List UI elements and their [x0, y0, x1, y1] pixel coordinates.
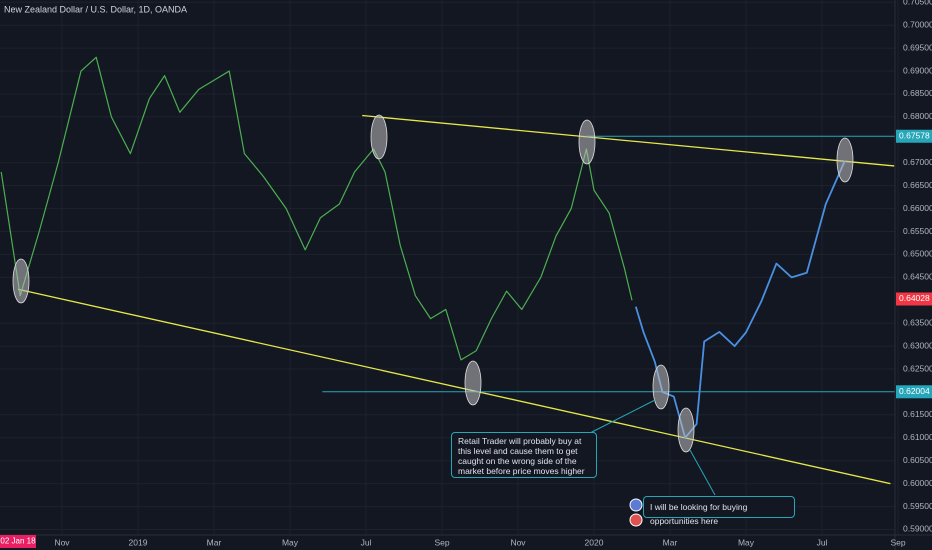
grid: [0, 0, 899, 535]
y-tick-label: 0.63500: [903, 317, 932, 327]
y-tick-label: 0.59500: [903, 501, 932, 511]
callouts: [589, 399, 716, 496]
y-tick-label: 0.68500: [903, 88, 932, 98]
x-tick-label: May: [738, 537, 755, 547]
avatar: [629, 513, 643, 527]
last-price-label: 0.64028: [899, 293, 930, 303]
level-label-box: [896, 129, 932, 143]
marker: [464, 360, 482, 406]
last-price-box: [896, 292, 932, 306]
y-tick-label: 0.68000: [903, 111, 932, 121]
x-tick-label: May: [282, 537, 299, 547]
marker: [652, 364, 670, 410]
avatar: [629, 498, 643, 512]
y-tick-label: 0.61000: [903, 432, 932, 442]
marker: [836, 137, 854, 183]
annotation: I will be looking for buying opportuniti…: [643, 496, 795, 526]
markers: [12, 114, 854, 453]
y-tick-label: 0.70000: [903, 19, 932, 29]
annotation: Retail Trader will probably buy at this …: [451, 432, 597, 478]
y-tick-label: 0.70500: [903, 0, 932, 7]
x-tick-label: 2019: [129, 537, 148, 547]
chart-title: New Zealand Dollar / U.S. Dollar, 1D, OA…: [4, 4, 187, 14]
marker: [370, 114, 388, 160]
marker: [677, 407, 695, 453]
x-tick-label: Mar: [663, 537, 678, 547]
marker: [12, 258, 30, 304]
plot: [0, 56, 895, 485]
axes: 0.59000 0.59500 0.60000 0.60500 0.61000 0.615…: [54, 0, 932, 547]
x-tick-label: Sep: [890, 537, 905, 547]
x-tick-label: Jul: [361, 537, 372, 547]
x-tick-label: Nov: [54, 537, 70, 547]
cursor-date: 02 Jan 18: [0, 537, 36, 546]
y-tick-label: 0.66500: [903, 180, 932, 190]
x-tick-label: Mar: [207, 537, 222, 547]
y-tick-label: 0.66000: [903, 203, 932, 213]
price-line: [0, 56, 633, 361]
y-tick-label: 0.60000: [903, 478, 932, 488]
y-tick-label: 0.67000: [903, 157, 932, 167]
price-line: [17, 288, 891, 485]
y-tick-label: 0.63000: [903, 340, 932, 350]
y-tick-label: 0.62500: [903, 363, 932, 373]
x-tick-label: 2020: [585, 537, 604, 547]
y-tick-label: 0.61500: [903, 409, 932, 419]
x-tick-label: Nov: [510, 537, 526, 547]
callout-pointer: [589, 399, 656, 434]
callout-pointer: [689, 449, 716, 496]
avatars: [629, 498, 643, 527]
x-tick-label: Sep: [434, 537, 449, 547]
level-label-box: [896, 385, 932, 399]
y-tick-label: 0.65000: [903, 249, 932, 259]
y-tick-label: 0.60500: [903, 455, 932, 465]
x-tick-label: Jul: [817, 537, 828, 547]
level-label: 0.62004: [899, 386, 930, 396]
marker: [578, 119, 596, 165]
y-tick-label: 0.59000: [903, 524, 932, 534]
y-tick-label: 0.64500: [903, 272, 932, 282]
y-tick-label: 0.65500: [903, 226, 932, 236]
level-label: 0.67578: [899, 130, 930, 140]
y-tick-label: 0.69500: [903, 42, 932, 52]
cursor-date-box: [0, 535, 36, 548]
y-tick-label: 0.69000: [903, 65, 932, 75]
price-line: [362, 114, 895, 167]
